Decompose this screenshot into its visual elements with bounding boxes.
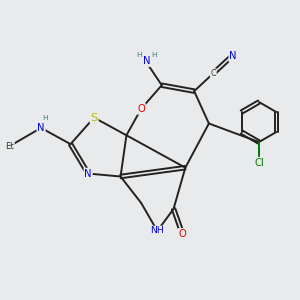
Text: H: H: [151, 52, 156, 58]
Text: C: C: [211, 69, 216, 78]
Text: Cl: Cl: [254, 158, 264, 168]
Text: O: O: [137, 104, 145, 114]
Text: H: H: [43, 116, 48, 122]
Text: S: S: [90, 112, 98, 123]
Text: NH: NH: [151, 226, 164, 236]
Text: N: N: [143, 56, 151, 66]
Text: N: N: [84, 169, 92, 178]
Text: N: N: [37, 123, 45, 133]
Text: N: N: [229, 51, 237, 62]
Text: Et: Et: [5, 142, 14, 151]
Text: H: H: [136, 52, 142, 58]
Text: O: O: [178, 229, 186, 239]
